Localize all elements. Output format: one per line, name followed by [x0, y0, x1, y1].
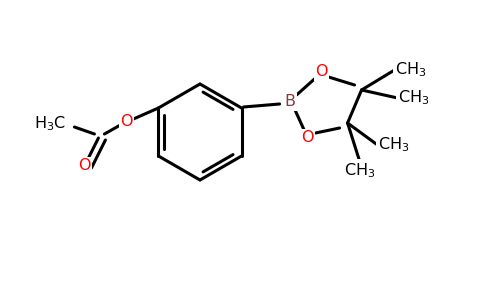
Text: CH$_3$: CH$_3$ — [397, 89, 429, 107]
Text: B: B — [284, 94, 295, 110]
Text: CH$_3$: CH$_3$ — [394, 61, 426, 79]
Text: CH$_3$: CH$_3$ — [344, 161, 375, 180]
Text: O: O — [302, 130, 314, 146]
Text: CH$_3$: CH$_3$ — [378, 136, 409, 154]
Text: O: O — [78, 158, 91, 173]
Text: O: O — [120, 115, 133, 130]
Text: O: O — [315, 64, 328, 80]
Text: H$_3$C: H$_3$C — [34, 115, 66, 133]
